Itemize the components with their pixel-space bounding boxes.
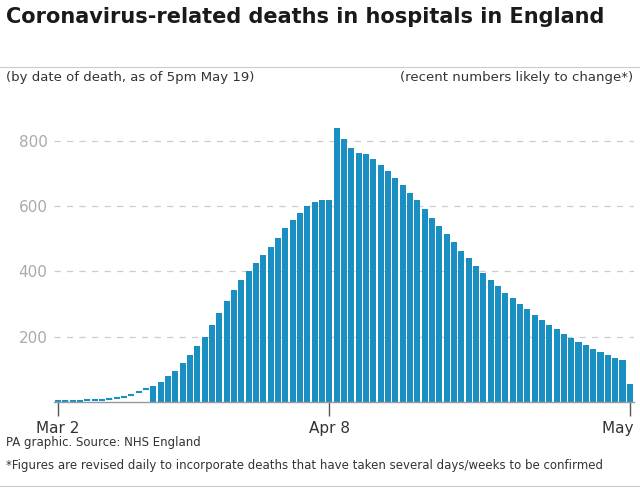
Bar <box>480 273 486 402</box>
Bar <box>524 309 531 402</box>
Bar <box>195 347 200 402</box>
Bar <box>509 298 516 402</box>
Bar <box>436 226 442 402</box>
Bar <box>378 165 384 402</box>
Bar <box>392 177 399 402</box>
Bar <box>209 325 215 402</box>
Bar <box>312 202 318 402</box>
Bar <box>289 220 296 402</box>
Bar <box>268 246 274 402</box>
Bar <box>304 206 310 402</box>
Bar <box>451 242 457 402</box>
Text: PA graphic. Source: NHS England: PA graphic. Source: NHS England <box>6 436 201 449</box>
Bar <box>231 290 237 402</box>
Bar <box>202 337 208 402</box>
Bar <box>531 315 538 402</box>
Bar <box>187 355 193 402</box>
Bar <box>422 210 428 402</box>
Bar <box>620 360 626 402</box>
Bar <box>319 200 325 402</box>
Bar <box>180 363 186 402</box>
Bar <box>612 358 618 402</box>
Bar <box>575 342 582 402</box>
Bar <box>473 266 479 402</box>
Bar <box>356 153 362 402</box>
Bar <box>568 338 574 402</box>
Bar <box>414 200 420 402</box>
Bar <box>444 234 450 402</box>
Bar <box>150 386 157 402</box>
Bar <box>326 200 332 402</box>
Bar <box>488 280 493 402</box>
Bar <box>370 159 376 402</box>
Bar <box>275 238 281 402</box>
Bar <box>385 171 391 402</box>
Bar <box>216 313 223 402</box>
Bar <box>502 293 508 402</box>
Text: (recent numbers likely to change*): (recent numbers likely to change*) <box>401 71 634 84</box>
Text: Coronavirus-related deaths in hospitals in England: Coronavirus-related deaths in hospitals … <box>6 7 605 28</box>
Bar <box>495 286 501 402</box>
Bar <box>429 217 435 402</box>
Bar <box>554 329 560 402</box>
Bar <box>407 193 413 402</box>
Bar <box>348 147 355 402</box>
Bar <box>546 324 552 402</box>
Bar <box>157 382 164 402</box>
Bar <box>590 349 596 402</box>
Bar <box>517 304 523 402</box>
Bar <box>297 213 303 402</box>
Bar <box>253 263 259 402</box>
Bar <box>598 352 604 402</box>
Bar <box>399 185 406 402</box>
Bar <box>605 355 611 402</box>
Bar <box>223 301 230 402</box>
Bar <box>165 376 171 402</box>
Text: (by date of death, as of 5pm May 19): (by date of death, as of 5pm May 19) <box>6 71 255 84</box>
Bar <box>458 250 465 402</box>
Bar <box>333 128 340 402</box>
Bar <box>260 255 266 402</box>
Bar <box>341 139 347 402</box>
Bar <box>583 346 589 402</box>
Bar <box>246 272 252 402</box>
Bar <box>539 319 545 402</box>
Bar <box>561 334 567 402</box>
Bar <box>627 384 633 402</box>
Bar <box>465 258 472 402</box>
Bar <box>238 280 244 402</box>
Bar <box>172 371 179 402</box>
Text: *Figures are revised daily to incorporate deaths that have taken several days/we: *Figures are revised daily to incorporat… <box>6 459 604 472</box>
Bar <box>282 228 289 402</box>
Bar <box>363 154 369 402</box>
